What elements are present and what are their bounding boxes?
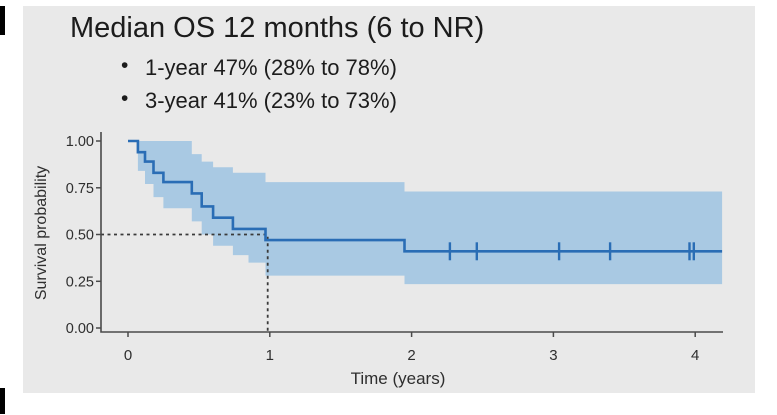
x-tick-label: 4 bbox=[691, 347, 699, 364]
x-axis-label: Time (years) bbox=[351, 369, 446, 388]
stat-1-year-text: 1-year 47% (28% to 78%) bbox=[145, 55, 397, 80]
y-tick-label: 1.00 bbox=[66, 134, 94, 150]
y-tick-label: 0.75 bbox=[66, 181, 94, 197]
survival-curve bbox=[128, 139, 723, 253]
y-tick-label: 0.00 bbox=[66, 321, 94, 337]
chart-title: Median OS 12 months (6 to NR) bbox=[70, 12, 485, 44]
y-axis-label: Survival probability bbox=[33, 166, 50, 300]
y-tick-label: 0.50 bbox=[66, 228, 94, 244]
stat-3-year-text: 3-year 41% (23% to 73%) bbox=[145, 88, 397, 113]
bullet-dot-icon: • bbox=[121, 54, 129, 77]
stat-1-year: • 1-year 47% (28% to 78%) bbox=[121, 54, 397, 81]
x-tick-label: 0 bbox=[124, 347, 132, 364]
video-edge-mark-bottom bbox=[0, 388, 5, 414]
x-tick-label: 2 bbox=[407, 347, 415, 364]
video-edge-mark-top bbox=[0, 6, 5, 35]
bullet-dot-icon: • bbox=[121, 87, 129, 110]
axes bbox=[100, 132, 723, 333]
x-tick-label: 3 bbox=[549, 347, 557, 364]
y-tick-label: 0.25 bbox=[66, 274, 94, 290]
confidence-band bbox=[137, 141, 723, 285]
key-stats-list: • 1-year 47% (28% to 78%) • 3-year 41% (… bbox=[121, 54, 397, 121]
x-tick-label: 1 bbox=[266, 347, 274, 364]
stat-3-year: • 3-year 41% (23% to 73%) bbox=[121, 87, 397, 114]
